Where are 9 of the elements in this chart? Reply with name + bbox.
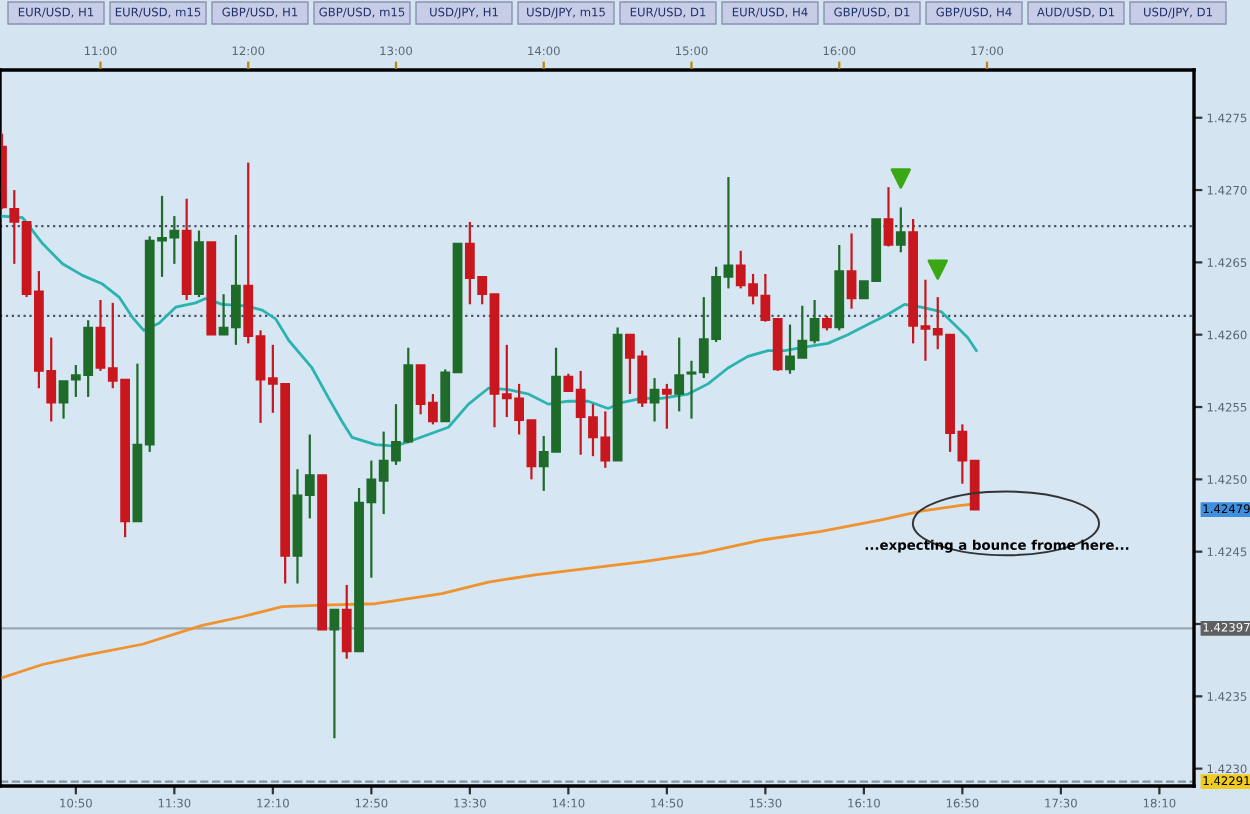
candlestick [846, 232, 857, 310]
candlestick [58, 379, 69, 420]
candlestick [883, 186, 894, 248]
candlestick [895, 206, 906, 254]
candlestick [661, 382, 672, 430]
candlestick [341, 583, 352, 660]
candlestick [329, 608, 340, 740]
line-series [1, 502, 976, 679]
candlestick [649, 376, 660, 423]
